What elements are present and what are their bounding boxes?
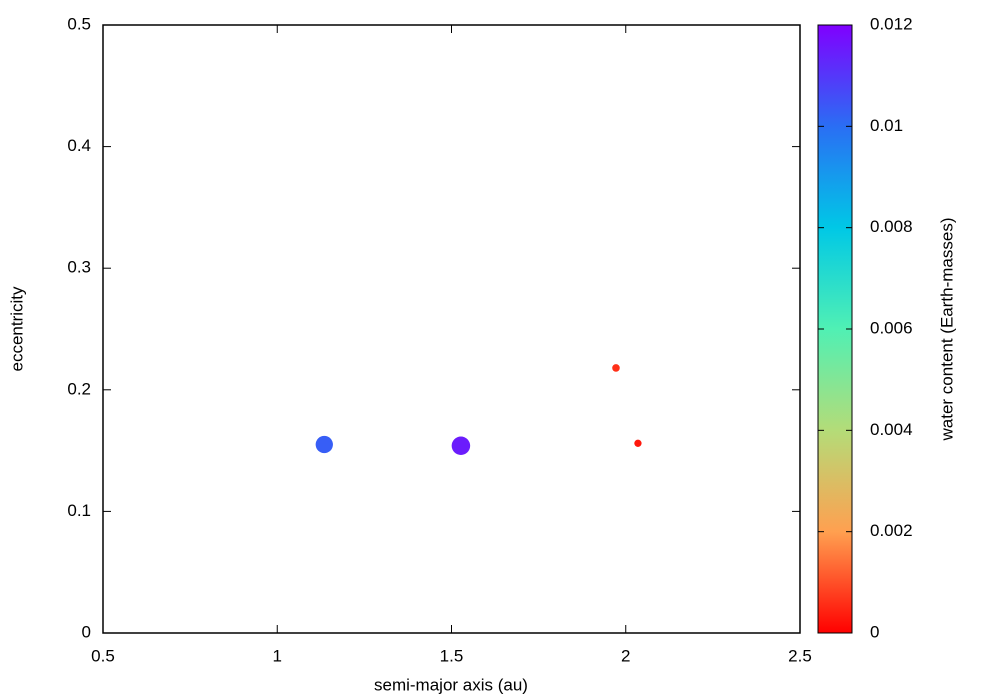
colorbar-tick-label: 0.002	[870, 521, 913, 540]
y-tick-label: 0.1	[67, 501, 91, 520]
colorbar-tick-label: 0	[870, 622, 879, 641]
y-tick-label: 0.5	[67, 14, 91, 33]
x-axis-label: semi-major axis (au)	[374, 675, 528, 694]
y-tick-label: 0.3	[67, 258, 91, 277]
y-axis-label: eccentricity	[7, 286, 26, 372]
colorbar-tick-label: 0.004	[870, 420, 913, 439]
plot-frame	[102, 24, 801, 634]
x-tick-label: 1.5	[440, 646, 464, 665]
y-tick-label: 0.4	[67, 136, 91, 155]
data-point	[612, 364, 620, 372]
colorbar-tick-label: 0.006	[870, 318, 913, 337]
colorbar-tick-label: 0.01	[870, 116, 903, 135]
data-point	[315, 435, 333, 454]
colorbar-label: water content (Earth-masses)	[937, 218, 956, 442]
x-tick-label: 0.5	[91, 646, 115, 665]
x-tick-label: 2.5	[788, 646, 812, 665]
colorbar-tick-label: 0.012	[870, 14, 913, 33]
colorbar-tick-label: 0.008	[870, 217, 913, 236]
x-tick-label: 1	[273, 646, 282, 665]
data-point	[634, 439, 642, 447]
data-point	[451, 436, 471, 455]
x-tick-label: 2	[621, 646, 630, 665]
y-tick-label: 0	[82, 622, 91, 641]
y-tick-label: 0.2	[67, 379, 91, 398]
